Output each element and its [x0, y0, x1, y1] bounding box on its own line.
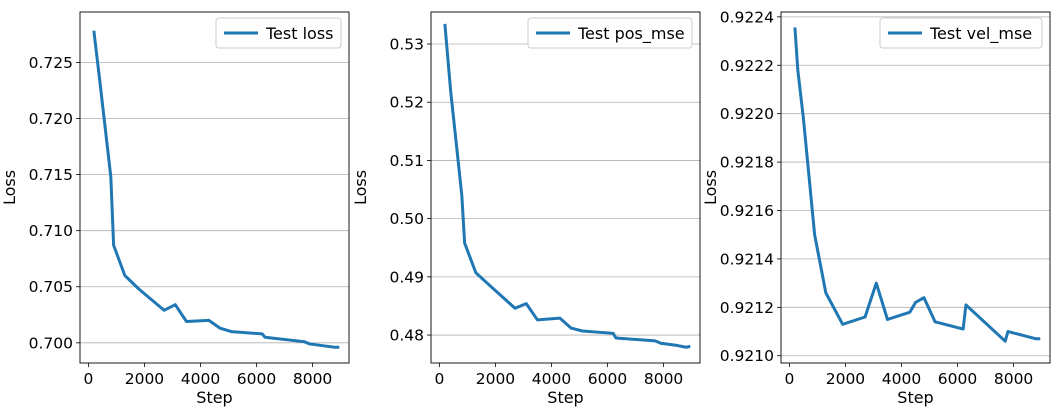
x-tick-label: 8000	[644, 370, 683, 388]
y-tick-label: 0.9222	[720, 57, 774, 75]
x-axis-label: Step	[196, 388, 232, 407]
y-tick-label: 0.9212	[720, 299, 774, 317]
y-tick-label: 0.700	[29, 334, 73, 352]
series-line-1	[793, 27, 1041, 343]
legend: Test loss	[215, 17, 342, 49]
series-line-1	[92, 30, 340, 349]
series-line-1	[443, 23, 691, 349]
y-tick-label: 0.53	[389, 36, 424, 54]
y-axis-label: Loss	[0, 170, 19, 205]
y-tick-label: 0.9216	[720, 202, 774, 220]
axes-frame	[780, 11, 1051, 364]
x-tick-label: 2000	[125, 370, 164, 388]
y-tick-label: 0.9214	[720, 250, 774, 268]
y-tick-label: 0.9224	[720, 8, 774, 26]
y-tick-label: 0.9220	[720, 105, 774, 123]
y-tick-label: 0.9218	[720, 154, 774, 172]
axes-frame	[430, 11, 701, 364]
legend: Test vel_mse	[879, 17, 1043, 49]
legend-box	[527, 17, 693, 49]
x-tick-label: 2000	[826, 370, 865, 388]
x-tick-label: 0	[784, 370, 794, 388]
x-tick-label: 4000	[181, 370, 220, 388]
axes-frame	[79, 11, 350, 364]
y-tick-label: 0.705	[29, 278, 73, 296]
x-axis-label: Step	[547, 388, 583, 407]
legend-box	[879, 17, 1043, 49]
legend-label: Test loss	[265, 24, 334, 43]
x-tick-label: 6000	[938, 370, 977, 388]
legend-label: Test pos_mse	[577, 24, 685, 44]
y-tick-label: 0.9210	[720, 347, 774, 365]
chart-panel-3: 0.9210 0.9212 0.9214 0.9216 0.9218 0.9220 0.92…	[701, 8, 1051, 407]
x-tick-label: 0	[434, 370, 444, 388]
x-tick-label: 2000	[476, 370, 515, 388]
y-tick-label: 0.715	[29, 166, 73, 184]
x-tick-label: 4000	[532, 370, 571, 388]
y-tick-label: 0.725	[29, 54, 73, 72]
y-axis-label: Loss	[351, 170, 370, 205]
y-tick-label: 0.51	[389, 152, 424, 170]
y-tick-label: 0.710	[29, 222, 73, 240]
legend: Test pos_mse	[527, 17, 693, 49]
y-tick-label: 0.48	[389, 327, 424, 345]
y-tick-label: 0.720	[29, 110, 73, 128]
legend-box	[215, 17, 342, 49]
y-tick-label: 0.49	[389, 268, 424, 286]
x-tick-label: 8000	[293, 370, 332, 388]
legend-label: Test vel_mse	[929, 24, 1032, 44]
x-tick-label: 6000	[588, 370, 627, 388]
x-tick-label: 6000	[237, 370, 276, 388]
y-tick-label: 0.50	[389, 210, 424, 228]
x-tick-label: 4000	[882, 370, 921, 388]
chart-panel-1: 0.700 0.705 0.710 0.715 0.720 0.725 0 2000 4000 6…	[0, 11, 350, 407]
y-tick-label: 0.52	[389, 94, 424, 112]
y-axis-label: Loss	[701, 170, 720, 205]
x-tick-label: 8000	[994, 370, 1033, 388]
x-tick-label: 0	[83, 370, 93, 388]
chart-panel-2: 0.48 0.49 0.50 0.51 0.52 0.53 0 2000 4000 6000 800…	[351, 11, 701, 407]
x-axis-label: Step	[897, 388, 933, 407]
